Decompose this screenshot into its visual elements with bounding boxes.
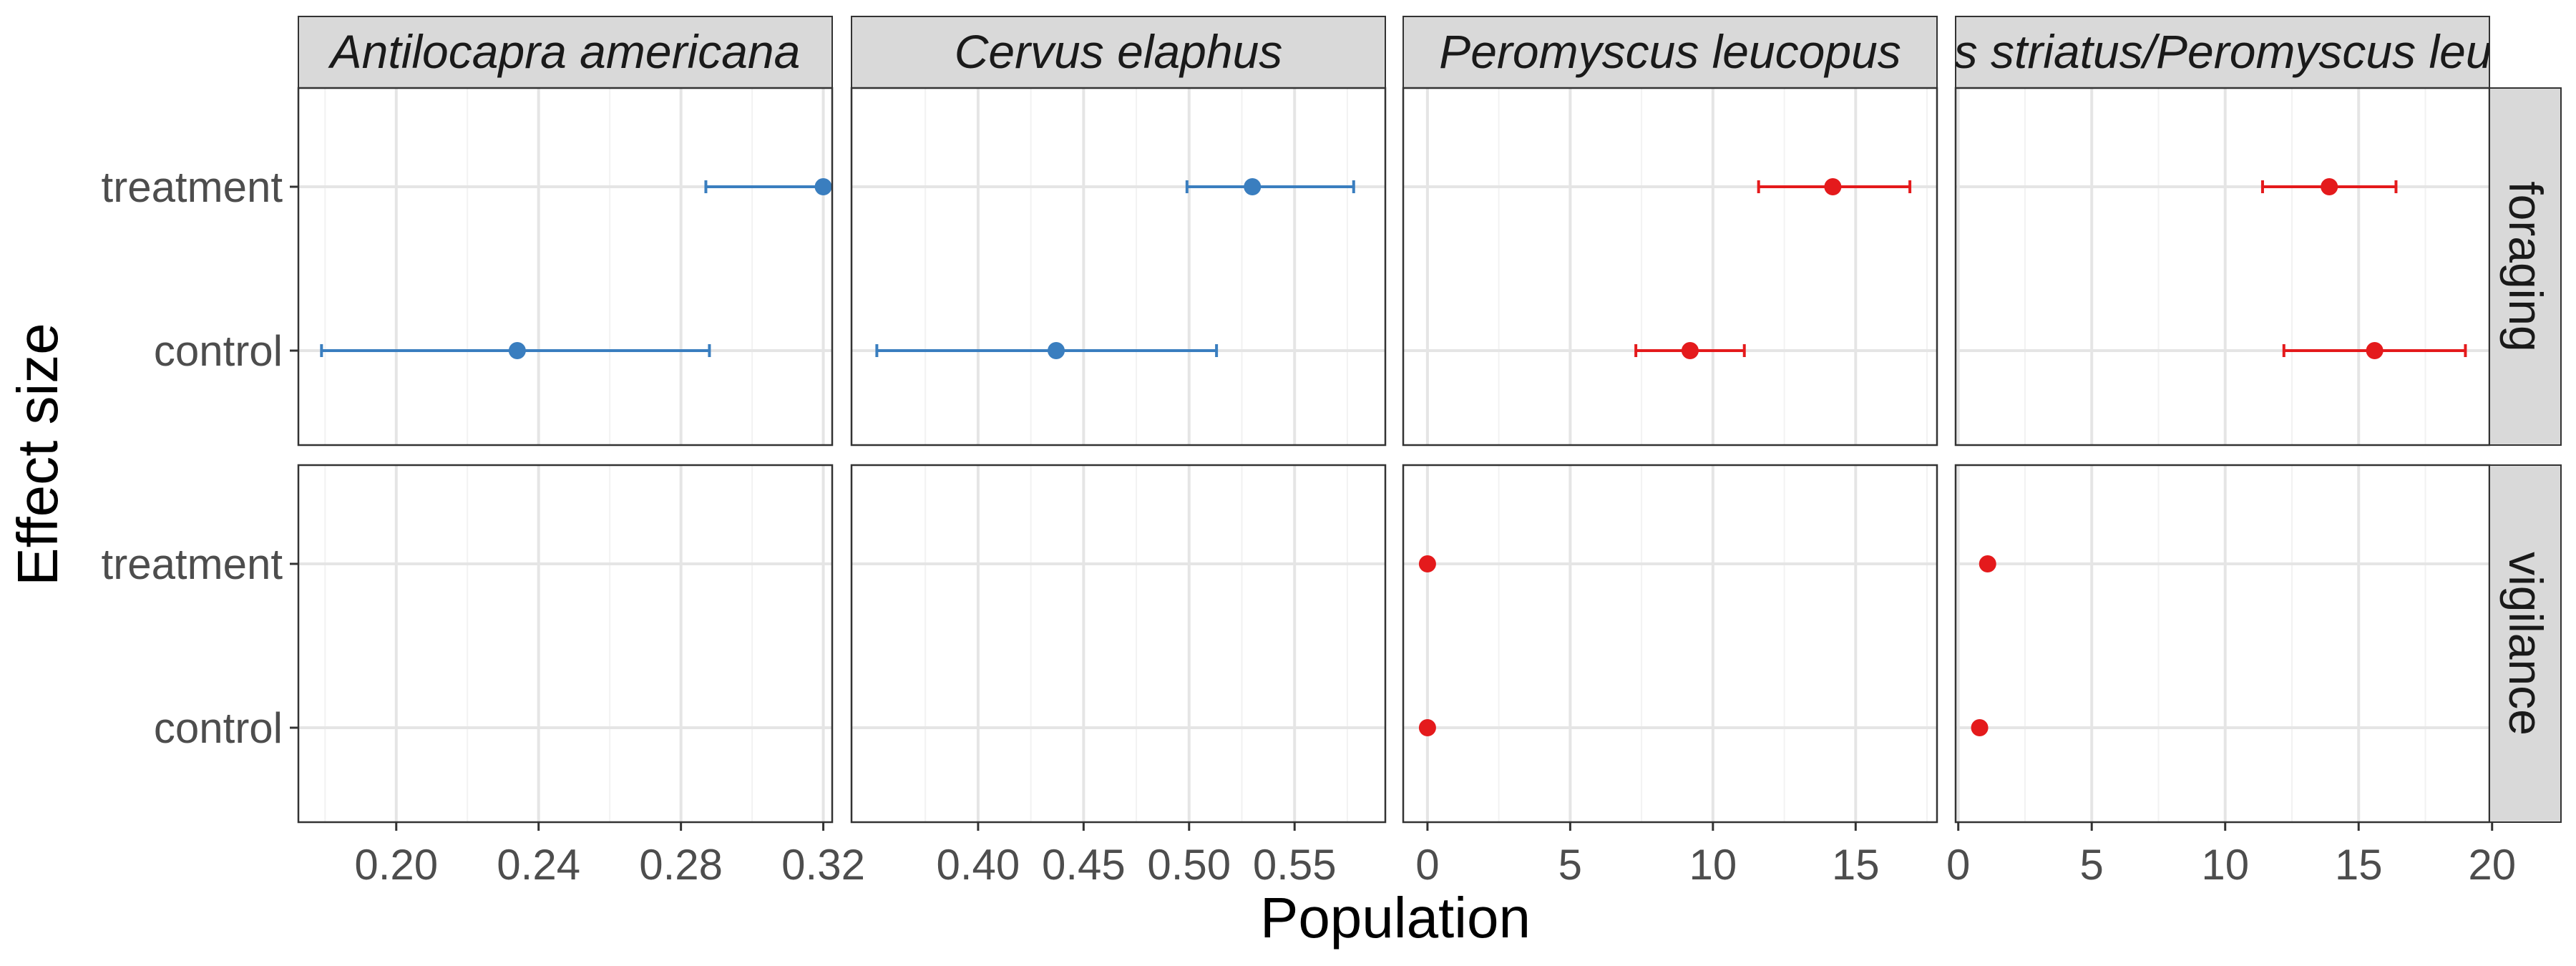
data-point — [508, 342, 526, 359]
x-tick-label: 20 — [2468, 841, 2516, 889]
panel-border — [297, 87, 834, 447]
column-strip-label: Peromyscus leucopus — [1439, 25, 1901, 78]
panel-background — [852, 88, 1385, 445]
x-tick-label: 15 — [1832, 841, 1880, 889]
panel-background — [1956, 88, 2489, 445]
data-point — [1418, 555, 1436, 572]
column-strip — [851, 16, 1386, 89]
row-strip-label: vigilance — [2499, 552, 2552, 736]
column-strip-label-group: Peromyscus leucopus — [1439, 25, 1901, 78]
x-tick-label: 0.28 — [639, 841, 723, 889]
panel-background — [298, 88, 832, 445]
x-tick-label: 0.45 — [1042, 841, 1126, 889]
column-strip-label-group: Cervus elaphus — [955, 25, 1283, 78]
column-strip-label-group: Antilocapra americana — [328, 25, 801, 78]
data-point — [1979, 555, 1996, 572]
y-tick-label: control — [154, 704, 283, 752]
x-tick-label: 0 — [1946, 841, 1970, 889]
x-tick-label: 0.24 — [497, 841, 580, 889]
x-tick-label: 0.20 — [354, 841, 438, 889]
data-point — [814, 178, 832, 195]
x-tick-label: 10 — [1689, 841, 1737, 889]
data-point — [1048, 342, 1065, 359]
panel-background — [852, 465, 1385, 822]
data-point — [2366, 342, 2384, 359]
data-point — [2321, 178, 2338, 195]
x-tick-label: 0 — [1415, 841, 1439, 889]
y-axis-title: Effect size — [6, 323, 69, 586]
x-tick-label: 0.40 — [937, 841, 1020, 889]
panel-background — [1956, 465, 2489, 822]
y-tick-label: control — [154, 327, 283, 375]
panel-background — [298, 465, 832, 822]
y-tick-label: treatment — [102, 540, 283, 588]
data-point — [1971, 719, 1989, 736]
panel-border — [297, 464, 834, 824]
row-strip — [2489, 87, 2562, 446]
x-tick-label: 0.50 — [1147, 841, 1231, 889]
column-strip-label: Cervus elaphus — [955, 25, 1283, 78]
x-tick-label: 15 — [2335, 841, 2383, 889]
data-point — [1418, 719, 1436, 736]
column-strip — [1955, 16, 2490, 89]
x-tick-label: 5 — [2080, 841, 2104, 889]
panel-border — [850, 87, 1387, 447]
x-axis-title: Population — [1260, 886, 1531, 950]
panel-border — [1402, 87, 1938, 447]
row-strip — [2489, 464, 2562, 823]
data-point — [1244, 178, 1262, 195]
panel-background — [1403, 88, 1937, 445]
x-tick-label: 5 — [1558, 841, 1582, 889]
panel-border — [850, 464, 1387, 824]
column-strip — [298, 16, 833, 89]
column-strip — [1402, 16, 1938, 89]
panel-border — [1402, 464, 1938, 824]
data-point — [1824, 178, 1842, 195]
x-tick-label: 0.55 — [1253, 841, 1337, 889]
panel-background — [1403, 465, 1937, 822]
data-point — [1681, 342, 1699, 359]
x-tick-label: 10 — [2201, 841, 2249, 889]
column-strip-label: Tamias striatus/Peromyscus leucopus — [1827, 25, 2576, 78]
x-tick-label: 0.32 — [781, 841, 865, 889]
column-strip-label: Antilocapra americana — [328, 25, 801, 78]
column-strip-label-group: Tamias striatus/Peromyscus leucopus — [1827, 25, 2576, 78]
row-strip-label: foraging — [2499, 181, 2552, 352]
y-tick-label: treatment — [102, 163, 283, 211]
